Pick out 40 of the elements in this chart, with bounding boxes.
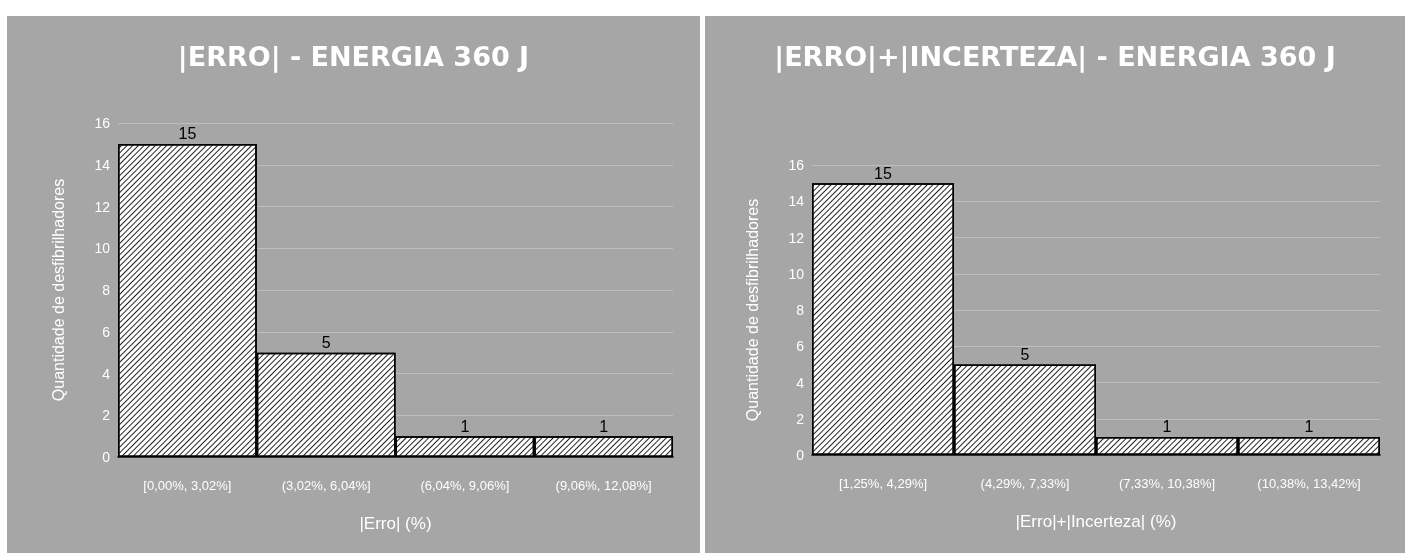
x-tick-label: (6,04%, 9,06%] (420, 478, 510, 493)
y-axis-title: Quantidade de desfibrilhadores (49, 178, 67, 402)
x-tick-label: [1,25%, 4,29%] (838, 476, 928, 491)
chart-title: |ERRO| - ENERGIA 360 J (177, 40, 530, 73)
y-tick-label: 2 (796, 410, 805, 427)
y-tick-label: 16 (94, 115, 111, 131)
y-tick-label: 10 (94, 240, 111, 257)
x-axis-title: |Erro| (%) (359, 514, 432, 533)
chart-title: |ERRO|+|INCERTEZA| - ENERGIA 360 J (774, 40, 1336, 73)
y-tick-label: 12 (788, 229, 805, 246)
y-tick-label: 14 (94, 156, 111, 173)
y-axis-title: Quantidade de desfibrilhadores (743, 198, 761, 422)
y-tick-label: 16 (788, 157, 805, 173)
data-label: 5 (1020, 345, 1030, 363)
data-label: 15 (874, 164, 892, 182)
y-tick-label: 0 (796, 447, 805, 463)
y-tick-label: 4 (796, 374, 805, 391)
y-tick-label: 4 (102, 365, 111, 382)
data-label: 15 (178, 125, 197, 143)
data-label: 1 (1304, 418, 1314, 436)
data-label: 1 (1162, 418, 1172, 436)
y-tick-label: 0 (102, 449, 111, 465)
x-tick-label: (3,02%, 6,04%] (281, 478, 371, 493)
y-tick-label: 12 (94, 198, 111, 215)
y-tick-label: 10 (788, 265, 805, 282)
x-axis-title: |Erro|+|Incerteza| (%) (1015, 512, 1177, 531)
x-tick-label: (9,06%, 12,08%] (555, 478, 652, 493)
y-tick-label: 8 (102, 282, 111, 298)
y-tick-label: 14 (788, 193, 805, 210)
data-label: 5 (321, 334, 331, 352)
x-tick-label: (4,29%, 7,33%] (980, 476, 1070, 491)
data-label: 1 (460, 417, 470, 435)
x-tick-label: (10,38%, 13,42%] (1257, 476, 1361, 491)
x-tick-label: (7,33%, 10,38%] (1118, 476, 1216, 491)
y-tick-label: 6 (796, 338, 805, 355)
y-tick-label: 8 (796, 302, 805, 318)
x-tick-label: [0,00%, 3,02%] (143, 478, 232, 493)
data-label: 1 (599, 417, 609, 435)
y-tick-label: 6 (102, 323, 111, 340)
y-tick-label: 2 (102, 407, 111, 424)
